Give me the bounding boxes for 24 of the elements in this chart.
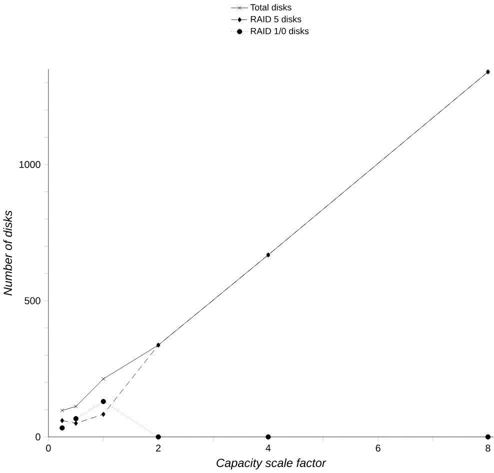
- x-tick-label: 8: [486, 444, 490, 452]
- legend-label: RAID 1/0 disks: [250, 28, 309, 34]
- point: [73, 416, 78, 422]
- point: [485, 434, 491, 440]
- y-axis-title: Number of disks: [3, 210, 12, 296]
- point: [156, 434, 161, 440]
- x-tick-label: 6: [376, 444, 380, 452]
- x-axis-title: Capacity scale factor: [216, 458, 326, 470]
- legend-label: RAID 5 disks: [250, 16, 302, 22]
- point: [60, 418, 64, 424]
- y-tick-label: 500: [24, 297, 40, 304]
- point: [100, 399, 106, 404]
- y-tick-label: 1000: [20, 161, 40, 168]
- x-tick-label: 4: [266, 444, 271, 452]
- y-tick-label: 0: [36, 434, 40, 441]
- point: [74, 420, 78, 426]
- point: [102, 377, 106, 381]
- point: [101, 412, 106, 418]
- x-tick-label: 2: [156, 444, 161, 452]
- x-tick-label: 0: [46, 444, 51, 452]
- point: [266, 434, 271, 440]
- legend-label: Total disks: [250, 4, 292, 11]
- point: [74, 404, 78, 408]
- point: [60, 426, 65, 431]
